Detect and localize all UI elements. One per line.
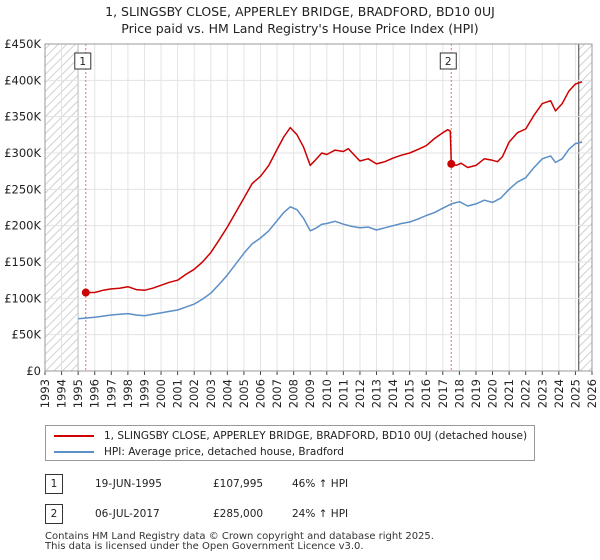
sale-badge-2: 2	[45, 504, 63, 524]
sale-badge-1: 1	[45, 474, 63, 494]
x-tick-label: 2003	[204, 379, 218, 408]
legend-label-hpi: HPI: Average price, detached house, Brad…	[104, 446, 344, 458]
x-tick-label: 2017	[436, 379, 450, 408]
footer-licence: This data is licensed under the Open Gov…	[45, 541, 364, 552]
x-tick-label: 2016	[419, 379, 433, 408]
sale-marker-box	[74, 52, 92, 70]
x-tick-label: 2001	[171, 379, 185, 408]
plot-frame	[44, 43, 593, 372]
sale-marker-box	[439, 52, 457, 70]
x-tick-label: 2022	[519, 379, 533, 408]
x-tick-label: 1995	[71, 379, 85, 408]
sale-point	[81, 288, 90, 297]
x-tick-label: 2018	[452, 379, 466, 408]
x-tick-label: 2007	[270, 379, 284, 408]
footer-copyright: Contains HM Land Registry data © Crown c…	[45, 531, 434, 542]
x-tick-label: 2012	[353, 379, 367, 408]
property-price-line	[85, 81, 583, 294]
x-tick-label: 1999	[137, 379, 151, 408]
x-tick-label: 2010	[320, 379, 334, 408]
footer-attribution: Contains HM Land Registry data © Crown c…	[45, 532, 434, 552]
y-tick-label: £450K	[4, 37, 41, 51]
legend-swatch-property	[54, 435, 94, 437]
x-tick-label: 2024	[552, 379, 566, 408]
y-tick-label: £50K	[12, 328, 42, 342]
sale-date-2: 06-JUL-2017	[95, 508, 160, 520]
sale-hpi-change-1: 46% ↑ HPI	[292, 478, 349, 490]
x-tick-label: 2025	[568, 379, 582, 408]
x-tick-label: 2020	[486, 379, 500, 408]
hatched-region	[578, 44, 592, 371]
legend-swatch-hpi	[54, 451, 94, 453]
x-tick-label: 2021	[502, 379, 516, 408]
plot-area	[45, 44, 592, 371]
x-tick-label: 1996	[88, 379, 102, 408]
y-tick-label: £0	[26, 364, 41, 378]
y-tick-label: £400K	[4, 73, 41, 87]
x-tick-label: 1993	[38, 379, 52, 408]
chart-title: 1, SLINGSBY CLOSE, APPERLEY BRIDGE, BRAD…	[0, 3, 600, 37]
x-tick-label: 2015	[403, 379, 417, 408]
legend-label-property: 1, SLINGSBY CLOSE, APPERLEY BRIDGE, BRAD…	[104, 430, 528, 442]
x-tick-label: 2002	[187, 379, 201, 408]
sale-date-1: 19-JUN-1995	[95, 478, 162, 490]
x-tick-label: 2023	[535, 379, 549, 408]
x-tick-label: 2005	[237, 379, 251, 408]
sale-marker-label: 1	[79, 56, 86, 68]
x-tick-label: 2013	[370, 379, 384, 408]
y-tick-label: £100K	[4, 291, 41, 305]
x-tick-label: 1997	[104, 379, 118, 408]
x-tick-label: 2004	[220, 379, 234, 408]
x-tick-label: 2026	[585, 379, 599, 408]
y-tick-label: £250K	[4, 182, 41, 196]
y-tick-label: £300K	[4, 146, 41, 160]
x-tick-label: 2009	[303, 379, 317, 408]
x-tick-label: 2006	[253, 379, 267, 408]
x-tick-label: 2008	[287, 379, 301, 408]
y-tick-label: £150K	[4, 255, 41, 269]
chart-main-title: 1, SLINGSBY CLOSE, APPERLEY BRIDGE, BRAD…	[105, 4, 495, 19]
x-tick-label: 2000	[154, 379, 168, 408]
hpi-line	[78, 141, 583, 320]
x-tick-label: 2014	[386, 379, 400, 408]
x-tick-label: 2019	[469, 379, 483, 408]
x-tick-label: 1998	[121, 379, 135, 408]
x-tick-label: 1994	[55, 379, 69, 408]
sale-price-2: £285,000	[213, 508, 264, 520]
chart-legend: 1, SLINGSBY CLOSE, APPERLEY BRIDGE, BRAD…	[45, 425, 535, 461]
y-tick-label: £350K	[4, 110, 41, 124]
chart-subtitle: Price paid vs. HM Land Registry's House …	[121, 21, 479, 36]
sale-hpi-change-2: 24% ↑ HPI	[292, 508, 349, 520]
y-tick-label: £200K	[4, 219, 41, 233]
sale-marker-label: 2	[445, 56, 452, 68]
sale-price-1: £107,995	[213, 478, 264, 490]
sale-point	[447, 159, 456, 168]
price-chart: 1 2 £0 £50K £100K £150K £200K £250K £300K £350K £…	[4, 37, 599, 408]
x-tick-label: 2011	[336, 379, 350, 408]
